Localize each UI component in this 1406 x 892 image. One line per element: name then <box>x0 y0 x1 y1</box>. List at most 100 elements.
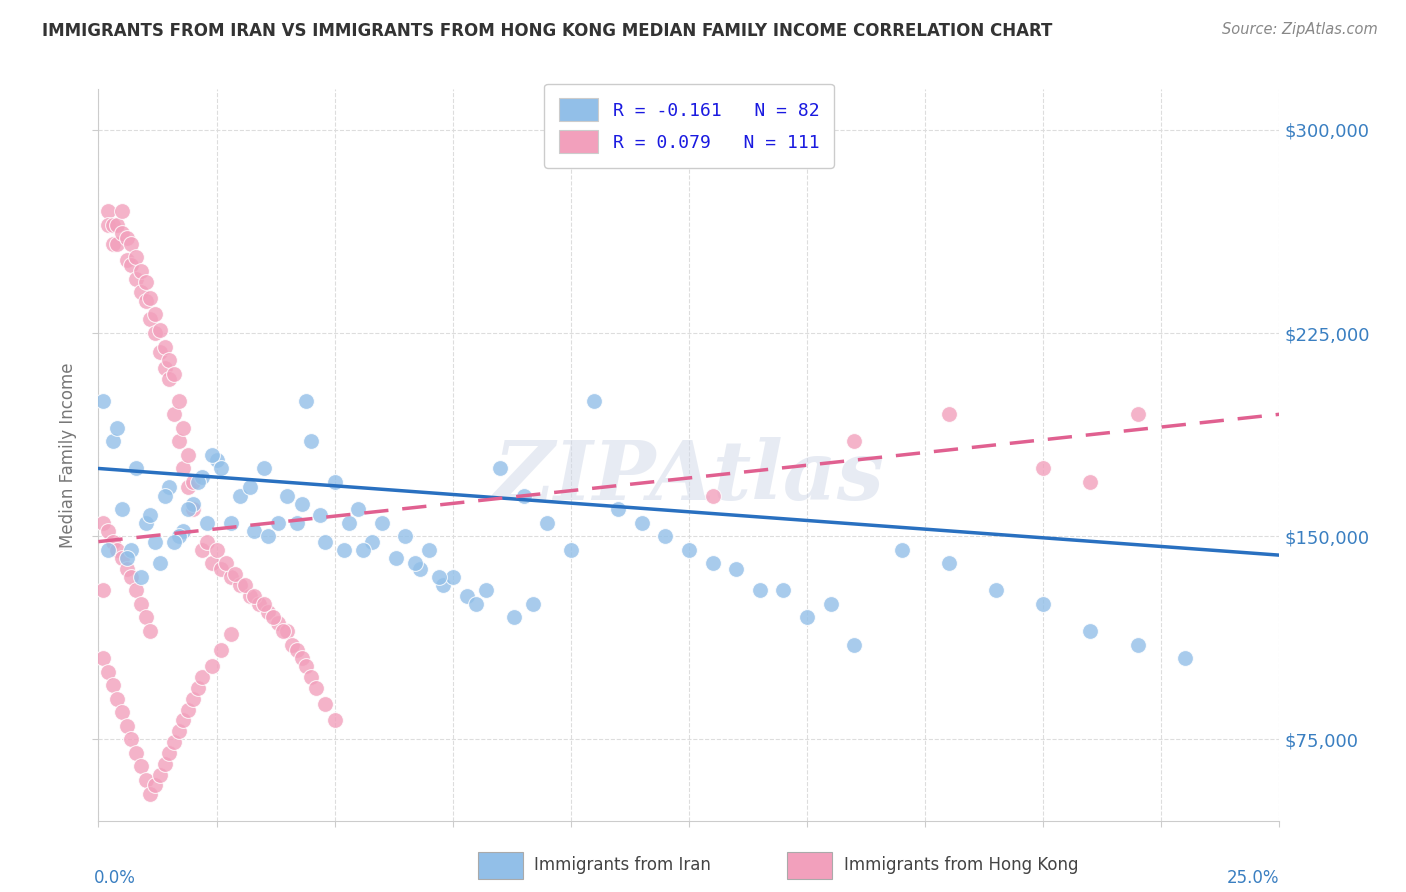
Point <box>432 578 454 592</box>
Point <box>157 372 180 386</box>
Point <box>125 746 148 760</box>
Point <box>129 570 152 584</box>
Point <box>115 252 138 267</box>
Point <box>1032 597 1054 611</box>
Point <box>253 461 276 475</box>
Point <box>352 542 374 557</box>
Point <box>299 670 322 684</box>
Point <box>97 524 120 538</box>
Point <box>337 516 360 530</box>
Point <box>191 469 214 483</box>
Point <box>187 681 209 695</box>
Point <box>157 746 180 760</box>
Point <box>1174 651 1197 665</box>
Point <box>408 562 430 576</box>
Point <box>105 236 128 251</box>
Point <box>143 307 166 321</box>
Point <box>295 393 318 408</box>
Point <box>172 714 194 728</box>
Point <box>121 732 143 747</box>
Point <box>314 534 336 549</box>
Point <box>654 529 676 543</box>
Point <box>153 340 176 354</box>
Point <box>191 542 214 557</box>
Point <box>153 489 176 503</box>
Point <box>512 489 534 503</box>
Point <box>583 393 606 408</box>
Point <box>820 597 842 611</box>
Point <box>205 453 228 467</box>
Point <box>167 393 190 408</box>
Text: Source: ZipAtlas.com: Source: ZipAtlas.com <box>1222 22 1378 37</box>
Point <box>560 542 582 557</box>
Point <box>607 502 630 516</box>
Point <box>314 697 336 711</box>
Point <box>172 461 194 475</box>
Point <box>503 610 526 624</box>
Point <box>149 556 172 570</box>
Point <box>91 651 114 665</box>
Point <box>181 502 204 516</box>
Point <box>796 610 818 624</box>
Point <box>1126 638 1149 652</box>
Point <box>167 724 190 739</box>
Text: ZIPAtlas: ZIPAtlas <box>494 437 884 516</box>
Point <box>149 345 172 359</box>
Point <box>215 556 238 570</box>
Point <box>163 367 186 381</box>
Point <box>115 231 138 245</box>
Point <box>121 542 143 557</box>
Point <box>101 534 124 549</box>
Point <box>143 326 166 340</box>
Point <box>125 461 148 475</box>
Point <box>267 516 290 530</box>
Point <box>135 516 157 530</box>
Point <box>195 534 218 549</box>
Point <box>97 204 120 219</box>
Point <box>262 610 284 624</box>
Point <box>233 578 256 592</box>
Point <box>149 323 172 337</box>
Text: Immigrants from Iran: Immigrants from Iran <box>534 856 711 874</box>
Point <box>243 524 266 538</box>
Point <box>209 643 232 657</box>
Point <box>101 236 124 251</box>
Point <box>143 534 166 549</box>
Y-axis label: Median Family Income: Median Family Income <box>59 362 77 548</box>
Point <box>475 583 498 598</box>
Point <box>91 516 114 530</box>
Point <box>163 735 186 749</box>
Point <box>281 638 304 652</box>
Point <box>177 702 200 716</box>
Point <box>111 502 134 516</box>
Point <box>229 578 252 592</box>
Point <box>1126 407 1149 421</box>
Point <box>139 312 162 326</box>
Point <box>209 461 232 475</box>
Point <box>209 562 232 576</box>
Point <box>418 542 440 557</box>
Point <box>276 489 298 503</box>
Point <box>172 524 194 538</box>
Point <box>630 516 652 530</box>
Point <box>205 542 228 557</box>
Point <box>125 250 148 264</box>
Point <box>323 714 346 728</box>
Point <box>890 542 912 557</box>
Point <box>91 583 114 598</box>
Point <box>181 475 204 489</box>
Point <box>111 706 134 720</box>
Point <box>125 583 148 598</box>
Point <box>219 570 242 584</box>
Point <box>290 497 312 511</box>
Legend: R = -0.161   N = 82, R = 0.079   N = 111: R = -0.161 N = 82, R = 0.079 N = 111 <box>544 84 834 168</box>
Point <box>309 508 332 522</box>
Point <box>201 659 224 673</box>
Point <box>129 759 152 773</box>
Point <box>201 448 224 462</box>
Point <box>678 542 700 557</box>
Point <box>157 480 180 494</box>
Point <box>139 624 162 638</box>
Point <box>181 691 204 706</box>
Point <box>285 643 308 657</box>
